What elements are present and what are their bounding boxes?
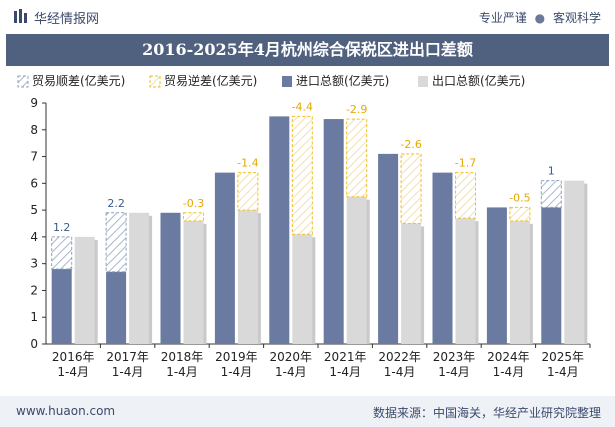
legend-swatch [282,76,292,87]
import-bar [106,271,127,344]
deficit-segment [183,212,204,222]
difference-label: -2.6 [400,138,421,151]
x-tick-label: 1-4月 [384,365,416,379]
legend-label: 出口总额(亿美元) [432,73,525,88]
difference-label: -1.7 [455,157,476,170]
difference-label: -1.4 [237,157,258,170]
export-bar [564,180,585,344]
legend: 贸易顺差(亿美元) 贸易逆差(亿美元) 进口总额(亿美元) 出口总额(亿美元) [17,73,525,88]
difference-label: -0.3 [183,197,204,210]
legend-label: 贸易逆差(亿美元) [164,73,257,88]
export-bar [292,234,313,344]
y-tick-label: 6 [30,176,38,190]
brand-name: 华经情报网 [34,12,100,27]
x-tick-label: 1-4月 [547,365,579,379]
difference-label: -0.5 [509,191,530,204]
chart: 贸易顺差(亿美元) 贸易逆差(亿美元) 进口总额(亿美元) 出口总额(亿美元) 0 1 2… [17,73,591,379]
legend-swatch [149,75,161,88]
export-bar [183,220,204,344]
surplus-segment [105,212,127,273]
export-bar [237,210,258,344]
export-bar [401,223,422,344]
x-tick-label: 2025年 [542,350,585,364]
import-bar [269,116,290,344]
tagline-separator: ● [534,11,546,25]
y-tick-label: 0 [30,337,38,351]
difference-label: 1.2 [53,221,71,234]
tagline-left: 专业严谨 [478,11,527,25]
footer-website[interactable]: www.huaon.com [16,404,116,418]
footer-source: 数据来源：中国海关，华经产业研究院整理 [372,406,601,420]
y-tick-label: 2 [30,283,38,297]
x-tick-label: 2021年 [324,350,367,364]
x-tick-label: 1-4月 [493,365,525,379]
x-tick-label: 1-4月 [57,365,89,379]
deficit-segment [509,206,531,222]
difference-label: -4.4 [292,100,313,113]
difference-label: 1 [548,165,555,178]
x-tick-label: 1-4月 [112,365,144,379]
export-bar [129,212,150,344]
difference-label: -2.9 [346,103,367,116]
import-bar [378,153,399,344]
tagline-right: 客观科学 [552,11,601,25]
import-bar [51,269,72,344]
deficit-segment [346,118,368,198]
difference-label: 2.2 [107,197,125,210]
import-bar [214,172,235,344]
top-bar: 华经情报网 专业严谨 ● 客观科学 [0,0,615,34]
x-tick-label: 2024年 [487,350,530,364]
deficit-segment [455,172,476,219]
tagline: 专业严谨 ● 客观科学 [479,9,601,26]
export-bar [74,236,95,344]
y-tick-label: 5 [30,203,38,217]
export-bar [509,220,530,344]
chart-title: 2016-2025年4月杭州综合保税区进出口差额 [6,34,609,66]
y-tick-label: 3 [30,257,38,271]
plot-area: 01234567891.22016年1-4月2.22017年1-4月-0.320… [30,96,591,379]
x-tick-label: 2022年 [378,350,421,364]
x-tick-label: 2023年 [433,350,476,364]
deficit-segment [291,115,313,235]
y-tick-label: 9 [30,96,38,110]
x-tick-label: 2017年 [106,350,149,364]
x-tick-label: 1-4月 [329,365,361,379]
legend-label: 进口总额(亿美元) [296,73,389,88]
brand-logo-icon [14,8,28,27]
import-bar [323,119,344,344]
x-tick-label: 2020年 [270,350,313,364]
import-bar [541,207,562,344]
export-bar [455,218,476,344]
y-tick-label: 7 [30,150,38,164]
import-bar [160,212,181,344]
x-tick-label: 2018年 [161,350,204,364]
footer: www.huaon.com 数据来源：中国海关，华经产业研究院整理 [0,396,615,427]
y-tick-label: 8 [30,123,38,137]
legend-label: 贸易顺差(亿美元) [32,73,125,88]
x-tick-label: 1-4月 [166,365,198,379]
y-tick-label: 1 [30,310,38,324]
x-tick-label: 1-4月 [438,365,470,379]
import-bar [486,207,507,344]
surplus-segment [540,180,562,208]
x-tick-label: 2016年 [52,350,95,364]
legend-swatch [418,76,428,87]
y-tick-label: 4 [30,230,38,244]
brand[interactable]: 华经情报网 [14,8,99,27]
deficit-segment [237,172,259,211]
export-bar [346,196,367,344]
x-tick-label: 2019年 [215,350,258,364]
x-tick-label: 1-4月 [221,365,253,379]
surplus-segment [51,236,73,270]
import-bar [432,172,453,344]
deficit-segment [400,153,422,224]
x-tick-label: 1-4月 [275,365,307,379]
legend-swatch [17,75,29,88]
